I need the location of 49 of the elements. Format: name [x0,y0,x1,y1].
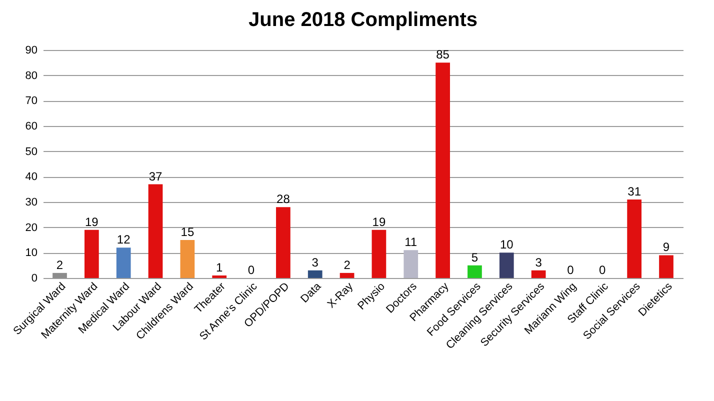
bar [499,252,514,278]
data-label: 1 [216,260,224,274]
bar [372,230,386,278]
bar [468,265,482,278]
y-tick-label: 0 [31,272,38,284]
y-tick-label: 90 [25,44,38,56]
data-label: 9 [662,240,670,254]
data-label: 2 [56,258,64,272]
bar [627,199,642,278]
data-label: 12 [116,232,131,247]
bar [84,230,99,278]
x-tick-label: Data [298,280,324,306]
bar [340,272,354,278]
data-label: 0 [599,263,606,277]
data-label: 3 [535,255,542,270]
data-label: 15 [180,225,194,239]
chart-title: June 2018 Compliments [248,9,478,31]
bar [212,275,227,278]
bar [180,240,195,278]
y-tick-label: 20 [25,222,38,234]
data-label: 28 [276,192,290,206]
data-label: 3 [312,255,319,270]
y-tick-label: 40 [25,171,38,184]
data-label: 85 [436,48,450,62]
data-label: 0 [567,263,574,277]
data-label: 10 [500,238,514,252]
data-label: 19 [85,214,99,229]
bar [52,272,67,278]
bar [436,62,450,278]
data-label: 0 [248,263,255,277]
y-tick-label: 50 [25,146,38,158]
y-tick-label: 80 [25,70,38,82]
y-tick-label: 70 [25,95,38,108]
bar [116,248,131,278]
bar [148,184,163,278]
bar [404,250,418,278]
data-label: 37 [148,169,163,184]
data-label: 2 [344,258,351,272]
data-label: 11 [404,235,418,250]
data-label: 5 [471,250,478,264]
y-tick-label: 60 [25,120,38,132]
bar [531,270,546,278]
data-label: 31 [628,184,642,198]
data-label: 19 [372,214,386,229]
bar [659,255,674,278]
y-tick-label: 10 [25,247,38,260]
bar [308,270,322,278]
bar [276,207,290,278]
y-tick-label: 30 [25,196,38,208]
